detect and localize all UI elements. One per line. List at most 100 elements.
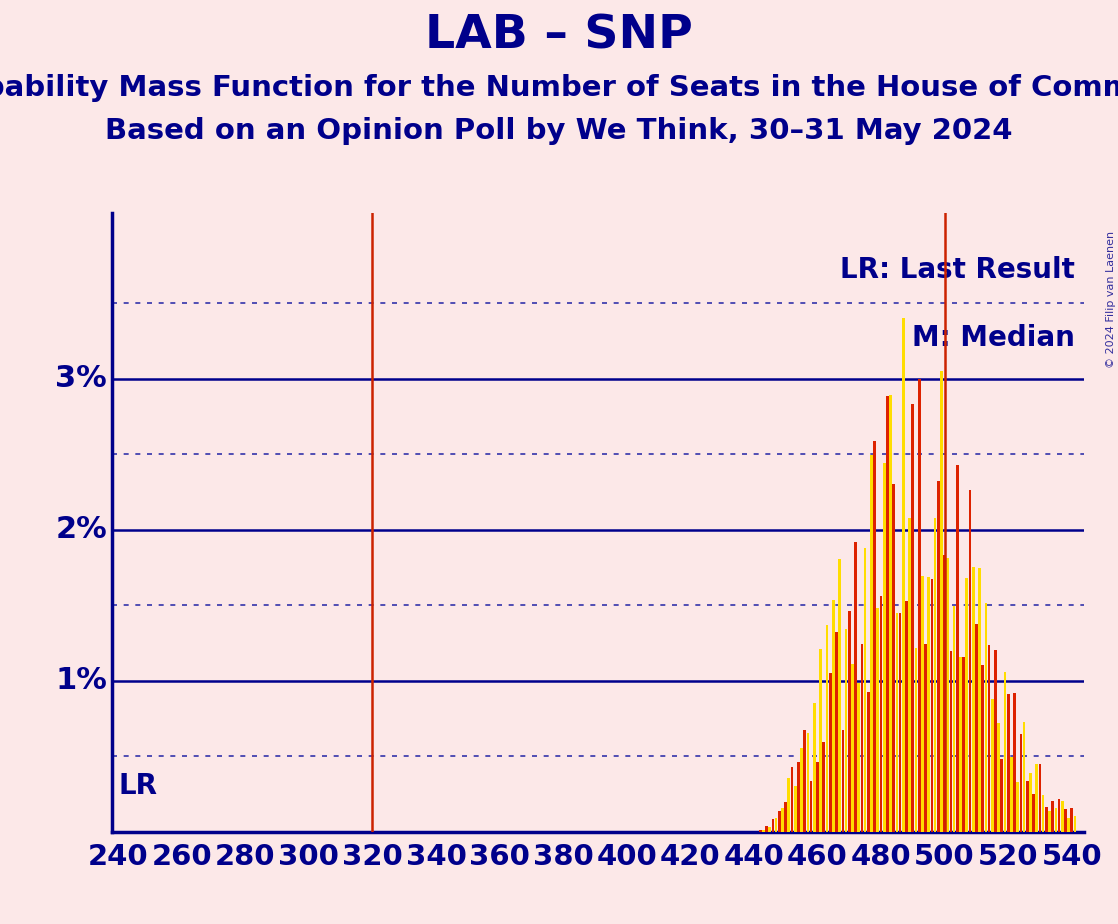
Bar: [768, 827, 771, 832]
Bar: [887, 395, 889, 832]
Bar: [1064, 809, 1067, 832]
Text: LR: LR: [119, 772, 158, 800]
Bar: [892, 484, 896, 832]
Bar: [1039, 764, 1041, 832]
Bar: [819, 650, 822, 832]
Bar: [906, 601, 908, 832]
Text: LR: Last Result: LR: Last Result: [840, 256, 1074, 284]
Bar: [873, 441, 877, 832]
Text: 2%: 2%: [55, 515, 107, 544]
Bar: [800, 748, 803, 832]
Text: 3%: 3%: [55, 364, 107, 393]
Bar: [991, 699, 994, 832]
Bar: [937, 480, 939, 832]
Bar: [966, 578, 968, 832]
Text: LAB – SNP: LAB – SNP: [425, 14, 693, 59]
Bar: [944, 555, 946, 832]
Bar: [1049, 811, 1051, 832]
Bar: [975, 624, 978, 832]
Bar: [927, 578, 930, 832]
Bar: [1035, 763, 1039, 832]
Bar: [1026, 781, 1029, 832]
Bar: [794, 786, 796, 832]
Bar: [1032, 794, 1035, 832]
Bar: [1029, 772, 1032, 832]
Bar: [987, 645, 991, 832]
Text: M: Median: M: Median: [912, 324, 1074, 352]
Bar: [781, 808, 784, 832]
Bar: [1013, 693, 1016, 832]
Bar: [972, 566, 975, 832]
Bar: [1073, 816, 1077, 832]
Bar: [785, 802, 787, 832]
Bar: [861, 644, 863, 832]
Bar: [1061, 801, 1063, 832]
Bar: [921, 577, 923, 832]
Bar: [968, 490, 972, 832]
Bar: [759, 830, 761, 832]
Bar: [804, 730, 806, 832]
Bar: [809, 782, 813, 832]
Bar: [1058, 798, 1060, 832]
Bar: [866, 692, 870, 832]
Bar: [851, 664, 854, 832]
Bar: [940, 371, 942, 832]
Bar: [847, 611, 851, 832]
Bar: [825, 625, 828, 832]
Bar: [870, 455, 873, 832]
Bar: [835, 632, 837, 832]
Bar: [902, 318, 904, 832]
Bar: [1054, 808, 1058, 832]
Bar: [877, 608, 879, 832]
Text: Based on an Opinion Poll by We Think, 30–31 May 2024: Based on an Opinion Poll by We Think, 30…: [105, 117, 1013, 145]
Bar: [832, 600, 835, 832]
Bar: [1007, 694, 1010, 832]
Bar: [953, 606, 956, 832]
Bar: [963, 657, 965, 832]
Bar: [797, 762, 799, 832]
Bar: [790, 767, 794, 832]
Bar: [838, 559, 841, 832]
Bar: [925, 644, 927, 832]
Bar: [997, 723, 999, 832]
Bar: [1042, 796, 1044, 832]
Bar: [762, 830, 765, 832]
Bar: [985, 602, 987, 832]
Bar: [1016, 783, 1020, 832]
Bar: [915, 648, 918, 832]
Bar: [828, 673, 832, 832]
Bar: [854, 542, 858, 832]
Bar: [1010, 758, 1013, 832]
Bar: [1004, 673, 1006, 832]
Bar: [787, 778, 790, 832]
Text: 1%: 1%: [55, 666, 107, 695]
Bar: [880, 596, 882, 832]
Bar: [823, 742, 825, 832]
Bar: [813, 703, 816, 832]
Bar: [1023, 722, 1025, 832]
Text: Probability Mass Function for the Number of Seats in the House of Commons: Probability Mass Function for the Number…: [0, 74, 1118, 102]
Bar: [908, 517, 911, 832]
Bar: [1051, 801, 1054, 832]
Bar: [765, 826, 768, 832]
Bar: [883, 463, 885, 832]
Bar: [1070, 808, 1073, 832]
Bar: [889, 395, 892, 832]
Bar: [959, 657, 961, 832]
Bar: [858, 683, 860, 832]
Bar: [806, 733, 809, 832]
Bar: [816, 761, 818, 832]
Bar: [1001, 759, 1003, 832]
Bar: [896, 614, 898, 832]
Bar: [845, 629, 847, 832]
Bar: [911, 405, 915, 832]
Bar: [778, 811, 780, 832]
Bar: [994, 650, 997, 832]
Bar: [775, 819, 777, 832]
Bar: [978, 568, 980, 832]
Bar: [982, 664, 984, 832]
Bar: [1020, 735, 1022, 832]
Text: © 2024 Filip van Laenen: © 2024 Filip van Laenen: [1106, 231, 1116, 368]
Bar: [956, 466, 958, 832]
Bar: [934, 517, 937, 832]
